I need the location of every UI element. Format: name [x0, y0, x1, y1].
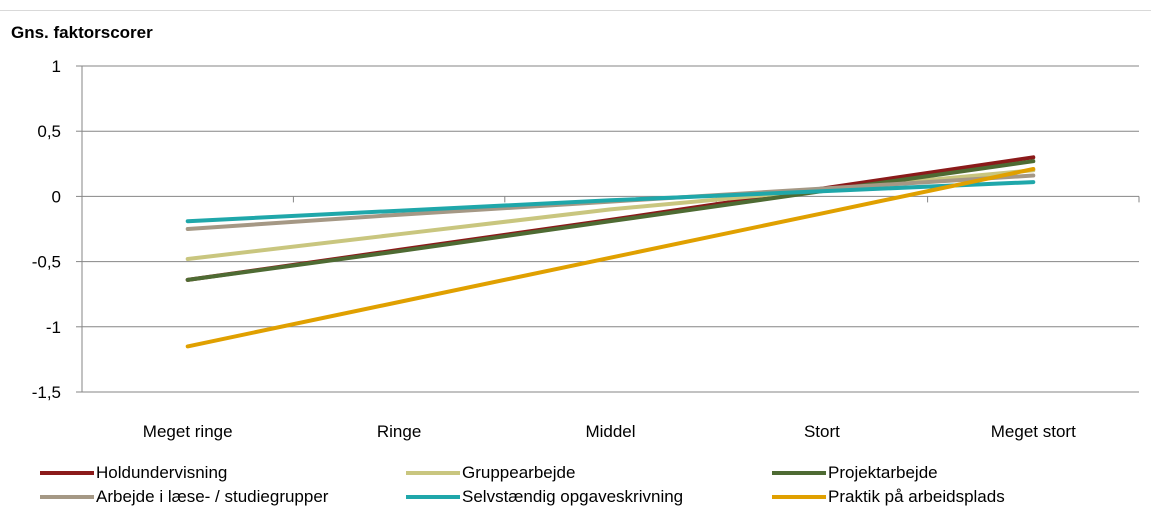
legend-swatch [772, 495, 826, 499]
legend-label: Holdundervisning [96, 463, 228, 482]
y-tick-label: 0 [52, 187, 61, 206]
legend-item: Selvstændig opgaveskrivning [406, 486, 683, 508]
legend-item: Praktik på arbeidsplads [772, 486, 1005, 508]
legend-swatch [40, 471, 94, 475]
legend-item: Arbejde i læse- / studiegrupper [40, 486, 328, 508]
axes [76, 65, 1140, 393]
legend-label: Selvstændig opgaveskrivning [462, 487, 684, 506]
legend-item: Holdundervisning [40, 462, 227, 484]
x-tick-label: Stort [804, 422, 840, 441]
legend-item: Projektarbejde [772, 462, 938, 484]
x-tick-label: Meget ringe [143, 422, 233, 441]
legend: Holdundervisning Gruppearbejde Projektarbe… [40, 462, 1140, 511]
legend-label: Gruppearbejde [462, 463, 576, 482]
x-tick-label: Middel [585, 422, 635, 441]
legend-swatch [40, 495, 94, 499]
chart-title: Gns. faktorscorer [11, 23, 153, 42]
series-line [185, 167, 1036, 349]
legend-label: Praktik på arbeidsplads [828, 487, 1005, 506]
chart-frame [0, 10, 1151, 511]
y-tick-label: -0,5 [32, 253, 61, 272]
y-tick-label: 0,5 [37, 122, 61, 141]
legend-item: Gruppearbejde [406, 462, 575, 484]
legend-label: Projektarbejde [828, 463, 938, 482]
series-line [185, 180, 1036, 224]
legend-label: Arbejde i læse- / studiegrupper [96, 487, 329, 506]
legend-swatch [406, 495, 460, 499]
series-lines [185, 155, 1036, 349]
x-tick-label: Ringe [377, 422, 421, 441]
series-line [185, 159, 1036, 282]
gridlines [82, 65, 1139, 328]
legend-swatch [772, 471, 826, 475]
y-tick-label: 1 [52, 57, 61, 76]
x-tick-labels: Meget ringe Ringe Middel Stort Meget stort [143, 422, 1076, 441]
y-tick-labels: 1 0,5 0 -0,5 -1 -1,5 [32, 57, 61, 402]
y-tick-label: -1,5 [32, 383, 61, 402]
legend-swatch [406, 471, 460, 475]
line-chart: 1 0,5 0 -0,5 -1 -1,5 Meget ringe Ringe Middel St… [32, 57, 1140, 441]
y-tick-label: -1 [46, 318, 61, 337]
x-tick-label: Meget stort [991, 422, 1076, 441]
